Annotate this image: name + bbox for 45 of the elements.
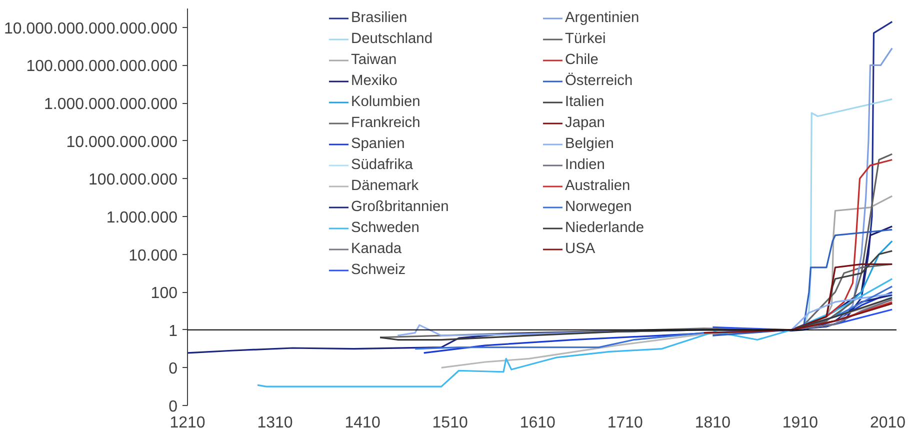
legend-label: Großbritannien	[351, 198, 450, 217]
legend-label: Schweiz	[351, 261, 407, 280]
y-tick-label: 10.000.000.000	[66, 134, 178, 151]
legend-label: Türkei	[565, 30, 607, 49]
x-tick-label: 1610	[520, 414, 556, 430]
legend-label: Norwegen	[565, 198, 633, 217]
legend-label: Österreich	[565, 72, 634, 91]
y-tick-label: 0	[168, 360, 178, 378]
legend-label: Mexiko	[351, 72, 398, 91]
legend-label: Chile	[565, 51, 600, 70]
legend-label: Argentinien	[565, 9, 640, 28]
x-tick-label: 1810	[694, 414, 731, 430]
legend-label: Dänemark	[351, 177, 420, 196]
legend-label: Deutschland	[351, 30, 434, 49]
x-tick-label: 1510	[432, 414, 468, 430]
legend-label: Indien	[565, 156, 606, 175]
y-tick-label: 0	[168, 398, 178, 416]
legend-label: USA	[565, 240, 596, 259]
legend-label: Kolumbien	[351, 93, 422, 112]
legend-label: Australien	[565, 177, 632, 196]
legend-label: Italien	[565, 93, 606, 112]
x-tick-label: 1210	[170, 414, 206, 430]
x-tick-label: 1710	[607, 414, 644, 430]
legend-label: Niederlande	[565, 219, 646, 238]
y-tick-label: 1.000.000.000.000	[44, 96, 178, 114]
x-tick-label: 1410	[344, 414, 380, 430]
legend-label: Taiwan	[351, 51, 398, 70]
legend-label: Brasilien	[351, 9, 408, 28]
x-tick-label: 1910	[782, 414, 818, 430]
y-tick-label: 100.000.000	[88, 172, 178, 189]
y-tick-label: 100.000.000.000.000	[26, 58, 178, 76]
legend-label: Schweden	[351, 219, 420, 238]
y-tick-label: 1.000.000	[106, 209, 178, 226]
y-tick-label: 10.000.000.000.000.000	[4, 20, 178, 38]
legend-label: Südafrika	[351, 156, 414, 175]
legend-label: Japan	[565, 114, 606, 133]
y-tick-label: 100	[150, 285, 178, 302]
legend-label: Frankreich	[351, 114, 422, 133]
legend-label: Kanada	[351, 240, 403, 259]
y-tick-label: 10.000	[128, 247, 178, 264]
x-tick-label: 1310	[257, 414, 293, 430]
x-tick-label: 2010	[870, 414, 906, 430]
legend-label: Belgien	[565, 135, 615, 154]
y-tick-label: 1	[168, 322, 178, 340]
legend-label: Spanien	[351, 135, 406, 154]
